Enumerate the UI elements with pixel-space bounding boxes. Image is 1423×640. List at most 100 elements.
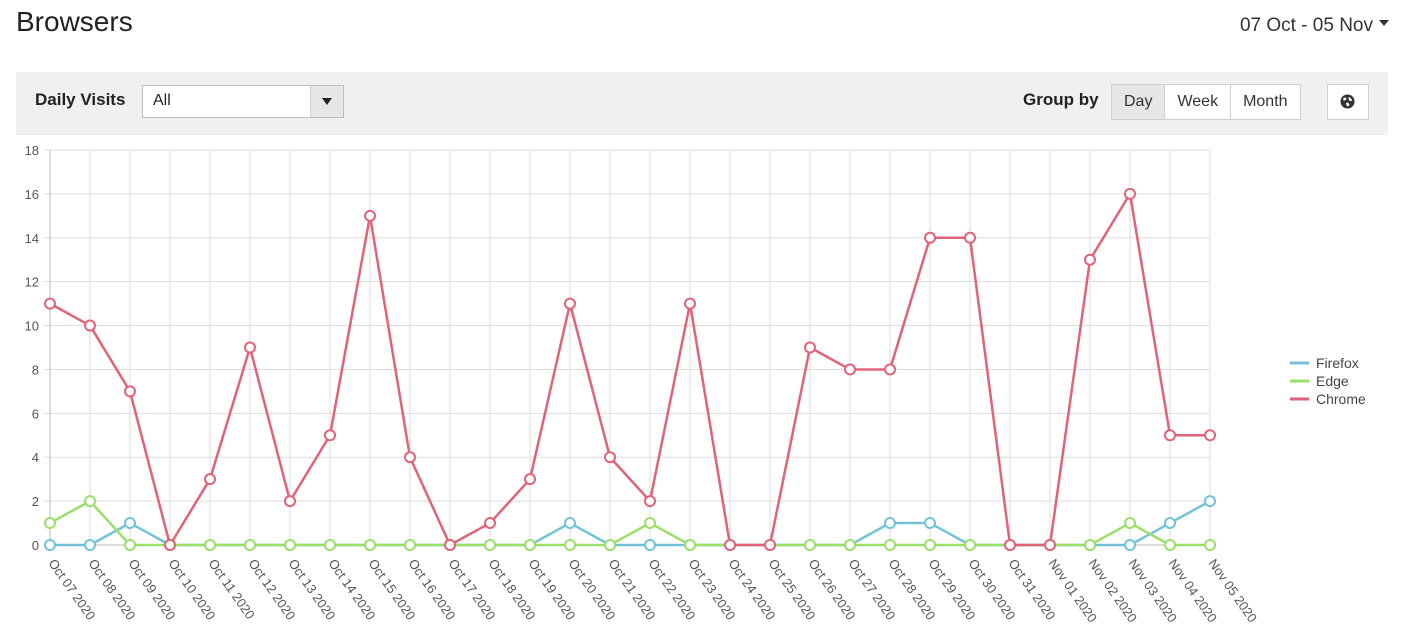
legend-label: Firefox <box>1316 355 1359 371</box>
edge-point <box>844 539 856 551</box>
edge-point <box>284 539 296 551</box>
group-month-button[interactable]: Month <box>1230 85 1299 119</box>
edge-point <box>924 539 936 551</box>
page-title: Browsers <box>16 6 133 37</box>
group-week-button[interactable]: Week <box>1164 85 1230 119</box>
firefox-point <box>644 539 656 551</box>
date-range-dropdown[interactable]: 07 Oct - 05 Nov <box>1240 15 1389 37</box>
firefox-line <box>50 500 1211 547</box>
firefox-point <box>124 517 136 530</box>
chrome-point <box>1084 253 1096 266</box>
chrome-point <box>364 209 376 222</box>
chrome-point <box>444 539 456 551</box>
chrome-line <box>49 192 1210 547</box>
chrome-point <box>724 539 736 551</box>
chrome-point <box>764 539 776 551</box>
y-tick-label: 8 <box>32 362 39 377</box>
firefox-point <box>884 517 896 530</box>
grid-lines <box>44 149 1211 551</box>
date-range-label: 07 Oct - 05 Nov <box>1239 15 1373 36</box>
chrome-point <box>1164 429 1176 442</box>
edge-point <box>644 517 656 530</box>
edge-point <box>604 539 616 551</box>
edge-point <box>124 539 136 551</box>
chrome-point <box>164 539 176 551</box>
edge-point <box>244 539 256 551</box>
chrome-point <box>44 297 56 310</box>
firefox-point <box>84 539 96 551</box>
firefox-point <box>1164 517 1176 530</box>
edge-point <box>204 539 216 551</box>
edge-point <box>1164 539 1176 551</box>
metric-label: Daily Visits <box>35 90 126 109</box>
edge-point <box>364 539 376 551</box>
chrome-point <box>404 451 416 464</box>
edge-point <box>884 539 896 551</box>
edge-point <box>404 539 416 551</box>
chrome-point <box>844 363 856 376</box>
select-toggle-button[interactable] <box>310 86 343 117</box>
firefox-point <box>564 517 576 530</box>
edge-point <box>684 539 696 551</box>
chrome-point <box>884 363 896 376</box>
group-day-button[interactable]: Day <box>1112 85 1165 119</box>
chrome-point <box>524 473 536 486</box>
edge-line <box>49 499 1210 547</box>
firefox-point <box>1204 495 1216 508</box>
y-tick-label: 12 <box>25 275 39 290</box>
legend: Firefox Edge Chrome <box>1290 355 1366 407</box>
chrome-point <box>684 297 696 310</box>
chrome-point <box>1204 429 1216 442</box>
edge-point <box>1204 539 1216 551</box>
chrome-point <box>244 341 256 354</box>
edge-point <box>804 539 816 551</box>
chrome-point <box>124 385 136 398</box>
chrome-point <box>1124 187 1136 200</box>
firefox-point <box>924 517 936 530</box>
edge-point <box>524 539 536 551</box>
edge-point <box>484 539 496 551</box>
map-view-button[interactable] <box>1327 84 1369 120</box>
edge-point <box>1124 517 1136 530</box>
y-tick-label: 4 <box>32 450 39 465</box>
chrome-point <box>804 341 816 354</box>
y-tick-label: 10 <box>25 319 39 334</box>
edge-point <box>564 539 576 551</box>
edge-series <box>44 495 1216 551</box>
group-by-label: Group by <box>1023 90 1099 109</box>
chrome-point <box>564 297 576 310</box>
chrome-point <box>324 429 336 442</box>
group-by-buttons: Day Week Month <box>1111 84 1301 120</box>
legend-label: Edge <box>1316 373 1349 389</box>
chrome-point <box>284 495 296 508</box>
y-tick-label: 6 <box>32 406 39 421</box>
y-tick-label: 0 <box>32 538 39 553</box>
chrome-point <box>204 473 216 486</box>
edge-point <box>324 539 336 551</box>
chrome-point <box>1004 539 1016 551</box>
firefox-point <box>44 539 56 551</box>
edge-point <box>84 495 96 508</box>
chrome-point <box>964 231 976 244</box>
caret-down-icon <box>1379 19 1389 26</box>
edge-point <box>1084 539 1096 551</box>
firefox-point <box>1124 539 1136 551</box>
chart-toolbar: Daily Visits All Group by Day Week Month <box>16 72 1388 135</box>
filter-value: All <box>153 92 171 109</box>
browser-filter-select[interactable]: All <box>142 85 344 118</box>
y-tick-label: 16 <box>25 187 39 202</box>
edge-point <box>964 539 976 551</box>
caret-down-icon <box>322 98 332 105</box>
legend-label: Chrome <box>1316 391 1366 407</box>
chrome-point <box>484 517 496 530</box>
chrome-point <box>1044 539 1056 551</box>
chrome-point <box>604 451 616 464</box>
y-tick-label: 18 <box>25 143 39 158</box>
globe-icon <box>1340 94 1355 109</box>
chrome-point <box>84 319 96 332</box>
chrome-series <box>44 187 1216 551</box>
firefox-series <box>44 495 1216 551</box>
y-tick-label: 2 <box>32 494 39 509</box>
chrome-point <box>644 495 656 508</box>
